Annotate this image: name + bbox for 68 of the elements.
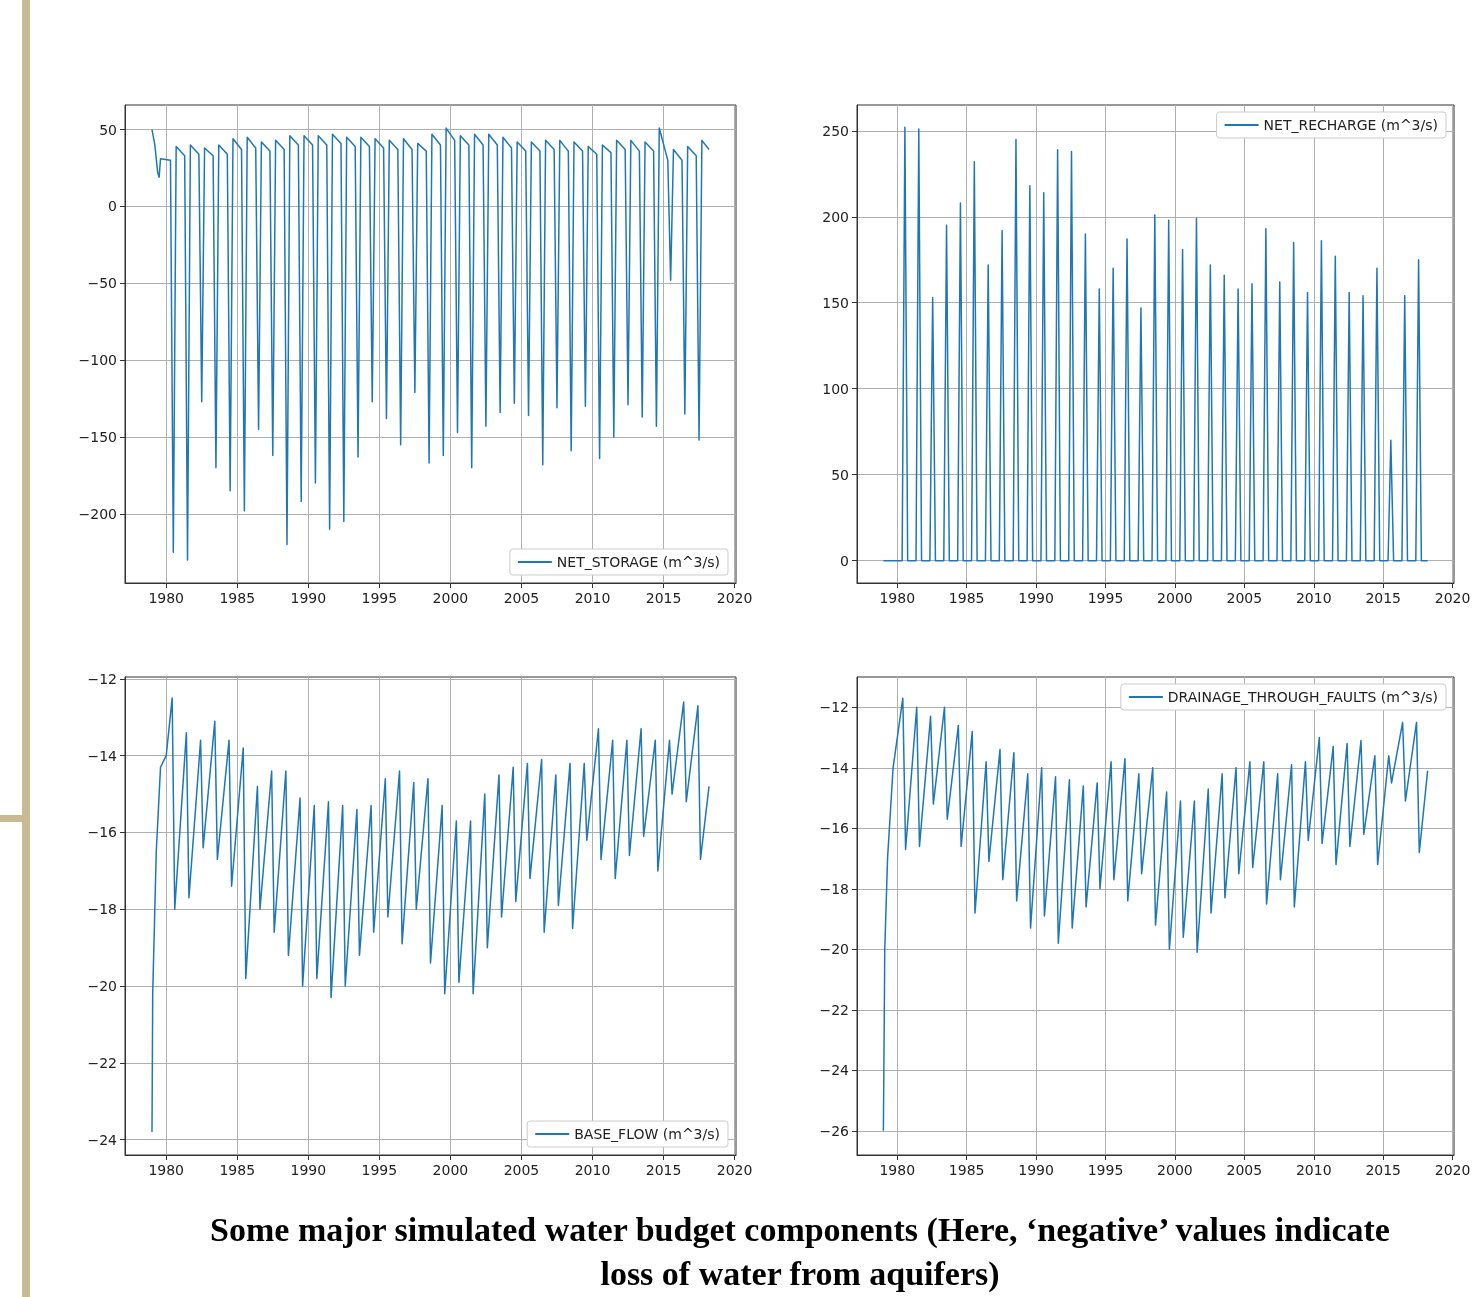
x-tick-label: 2000 — [1157, 590, 1193, 606]
x-tick-label: 1995 — [361, 590, 398, 606]
x-tick-label: 2020 — [716, 1162, 753, 1178]
y-tick-label: −20 — [87, 978, 117, 995]
x-tick-label: 1990 — [1018, 590, 1054, 606]
x-tick-label: 1990 — [290, 590, 327, 606]
x-tick-label: 1995 — [361, 1162, 398, 1178]
x-tick-label: 1985 — [219, 590, 256, 606]
x-tick-label: 2015 — [1365, 590, 1402, 606]
y-tick-label: −18 — [87, 901, 117, 918]
x-tick-label: 1995 — [1087, 1162, 1124, 1178]
y-tick-label: −22 — [87, 1054, 117, 1071]
x-tick-label: 1980 — [879, 590, 916, 606]
y-tick-label: −100 — [78, 352, 117, 369]
y-tick-label: 150 — [822, 294, 849, 311]
y-tick-label: −18 — [819, 880, 849, 897]
x-tick-label: 1985 — [219, 1162, 256, 1178]
x-tick-label: 2020 — [1434, 590, 1471, 606]
x-tick-label: 2010 — [1295, 590, 1332, 606]
y-tick-label: −150 — [78, 428, 117, 445]
legend-label: NET_RECHARGE (m^3/s) — [1263, 117, 1438, 133]
y-tick-label: 200 — [822, 208, 849, 225]
x-tick-label: 2015 — [645, 1162, 682, 1178]
y-tick-label: −16 — [819, 820, 850, 837]
y-tick-label: 100 — [822, 380, 849, 397]
y-tick-label: −22 — [819, 1001, 849, 1018]
y-tick-label: −16 — [87, 824, 118, 841]
y-tick-label: −26 — [819, 1122, 850, 1139]
x-tick-label: 2010 — [574, 590, 611, 606]
y-tick-label: −14 — [87, 747, 118, 764]
x-tick-label: 2015 — [1365, 1162, 1402, 1178]
x-tick-label: 2020 — [1434, 1162, 1471, 1178]
x-tick-label: 2010 — [1295, 1162, 1332, 1178]
x-tick-label: 2005 — [1226, 1162, 1263, 1178]
y-tick-label: −50 — [87, 275, 117, 292]
y-tick-label: 0 — [840, 552, 849, 569]
x-tick-label: 2000 — [432, 590, 469, 606]
legend-label: DRAINAGE_THROUGH_FAULTS (m^3/s) — [1167, 689, 1438, 705]
y-tick-label: 50 — [99, 121, 117, 138]
x-tick-label: 1990 — [290, 1162, 327, 1178]
y-tick-label: −12 — [87, 670, 117, 687]
x-tick-label: 1995 — [1087, 590, 1124, 606]
x-tick-label: 2010 — [574, 1162, 611, 1178]
x-tick-label: 2005 — [1226, 590, 1263, 606]
y-tick-label: −200 — [78, 505, 117, 522]
y-tick-label: 250 — [822, 122, 849, 139]
x-tick-label: 2005 — [503, 590, 540, 606]
x-tick-label: 2005 — [503, 1162, 540, 1178]
y-tick-label: 0 — [108, 198, 117, 215]
y-tick-label: −20 — [819, 941, 849, 958]
x-tick-label: 2015 — [645, 590, 682, 606]
x-tick-label: 1985 — [948, 590, 985, 606]
y-tick-label: −14 — [819, 759, 850, 776]
legend-label: NET_STORAGE (m^3/s) — [556, 554, 721, 570]
x-tick-label: 1985 — [948, 1162, 985, 1178]
x-tick-label: 2000 — [1157, 1162, 1193, 1178]
x-tick-label: 1980 — [148, 1162, 185, 1178]
y-tick-label: −24 — [87, 1131, 118, 1148]
x-tick-label: 1990 — [1018, 1162, 1054, 1178]
legend-label: BASE_FLOW (m^3/s) — [574, 1126, 721, 1142]
y-tick-label: −24 — [819, 1062, 850, 1079]
x-tick-label: 1980 — [879, 1162, 916, 1178]
x-tick-label: 1980 — [148, 590, 185, 606]
x-tick-label: 2000 — [432, 1162, 469, 1178]
y-tick-label: −12 — [819, 699, 849, 716]
text: Some major simulated water budget components (Here, ‘negative’ values indicate loss of water from aquifers) — [209, 1210, 1391, 1294]
x-tick-label: 2020 — [716, 590, 753, 606]
y-tick-label: 50 — [831, 466, 849, 483]
